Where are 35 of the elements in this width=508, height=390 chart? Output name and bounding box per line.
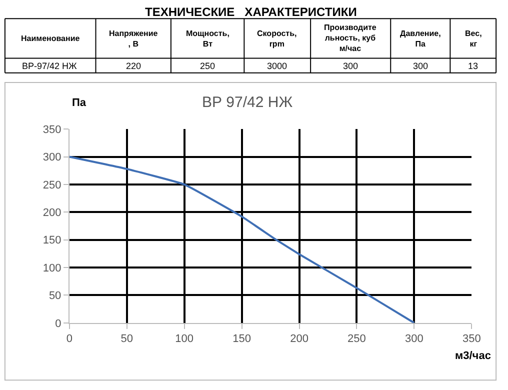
category-label: Давление, Па — [400, 29, 441, 48]
category-label: Напряжение , В — [109, 29, 158, 48]
text: 250 — [200, 61, 216, 71]
x-tick-label: 100 — [175, 333, 194, 346]
text: 220 — [126, 61, 142, 71]
text: 300 — [413, 61, 428, 71]
text: 3000 — [267, 61, 288, 71]
y-axis-title: Па — [72, 97, 87, 109]
x-tick-label: 50 — [120, 333, 133, 346]
x-tick-label: 300 — [405, 333, 424, 346]
text: ТЕХНИЧЕСКИЕ ХАРАКТЕРИСТИКИ — [145, 5, 357, 19]
category-label: Наименование — [21, 34, 80, 43]
category-label: Скорость, rpm — [257, 29, 297, 48]
y-tick-label: 200 — [42, 206, 62, 219]
category-label: Производите льность, куб м/час — [324, 23, 377, 53]
x-axis-title: м3/час — [455, 350, 491, 362]
chart-title: ВР 97/42 НЖ — [202, 94, 293, 111]
x-tick-label: 0 — [66, 333, 72, 346]
line-series — [69, 156, 416, 323]
x-tick-label: 150 — [232, 333, 251, 346]
x-tick-label: 200 — [290, 333, 308, 346]
x-tick-label: 350 — [462, 333, 481, 346]
category-label: Мощность, Вт — [186, 29, 230, 48]
x-tick-label: 250 — [348, 333, 366, 346]
category-label: Вес, кг — [465, 29, 482, 48]
y-tick-label: 150 — [42, 234, 62, 247]
y-tick-label: 0 — [55, 318, 62, 330]
y-tick-label: 300 — [42, 152, 62, 164]
y-tick-label: 100 — [42, 262, 62, 274]
y-tick-label: 350 — [42, 124, 62, 136]
text: 13 — [468, 61, 478, 71]
text: ВР-97/42 НЖ — [22, 61, 78, 71]
y-tick-label: 50 — [48, 290, 62, 302]
y-tick-label: 250 — [42, 179, 62, 192]
text: 300 — [343, 61, 358, 71]
